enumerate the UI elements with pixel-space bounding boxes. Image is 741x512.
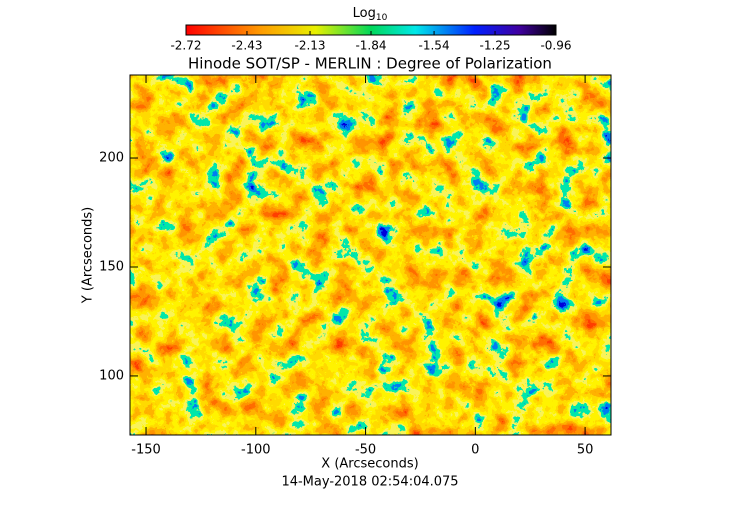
colorbar-tick-label: -1.25 (480, 39, 511, 53)
colorbar-tick-label: -0.96 (540, 39, 571, 53)
colorbar-tick-label: -1.54 (419, 39, 450, 53)
colorbar-tick-label: -1.84 (355, 39, 386, 53)
heatmap-image (130, 75, 611, 435)
chart-title: Hinode SOT/SP - MERLIN : Degree of Polar… (188, 55, 552, 73)
plot-frame (129, 74, 612, 436)
y-tick-label: 200 (99, 151, 124, 166)
colorbar-label: Log10 (353, 6, 388, 23)
x-axis-label: X (Arcseconds) (321, 457, 418, 472)
x-tick-label: -100 (241, 443, 271, 458)
colorbar-tick-label: -2.13 (295, 39, 326, 53)
colorbar-tick-label: -2.43 (231, 39, 262, 53)
x-tick-label: -150 (131, 443, 161, 458)
y-tick-label: 150 (99, 259, 124, 274)
x-tick-label: 0 (471, 443, 479, 458)
y-tick-label: 100 (99, 368, 124, 383)
x-tick-label: 50 (577, 443, 594, 458)
colorbar-tick-label: -2.72 (170, 39, 201, 53)
footer: 14-May-2018 02:54:04.075 (281, 475, 458, 490)
x-tick-label: -50 (355, 443, 376, 458)
y-axis-label: Y (Arcseconds) (81, 207, 96, 304)
